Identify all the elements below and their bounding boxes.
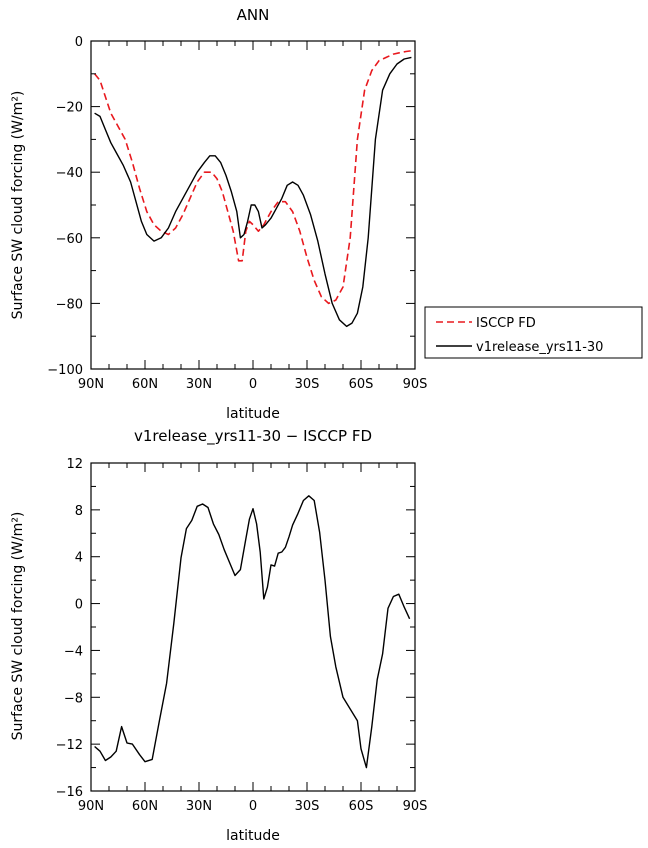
- top-chart-title: ANN: [237, 6, 270, 24]
- top-chart-xlabel: latitude: [226, 406, 280, 422]
- bottom-chart-series-difference: [94, 495, 411, 769]
- legend-box: [424, 306, 643, 359]
- bottom-chart-ytick-label: 4: [75, 551, 83, 566]
- top-chart-xtick-label: 30N: [186, 377, 212, 392]
- bottom-chart-xtick-label: 90S: [403, 799, 428, 814]
- bottom-chart-xtick-label: 30S: [295, 799, 320, 814]
- top-chart-xtick-label: 0: [249, 377, 257, 392]
- top-chart-ytick-label: −20: [56, 101, 83, 116]
- bottom-chart-ytick-label: 12: [66, 457, 83, 472]
- top-chart-ytick-label: −60: [56, 232, 83, 247]
- top-chart-ytick-label: 0: [75, 35, 83, 50]
- top-chart-xtick-label: 30S: [295, 377, 320, 392]
- bottom-chart: v1release_yrs11-30 − ISCCP FD latitude S…: [10, 427, 427, 844]
- bottom-chart-xtick-label: 60S: [349, 799, 374, 814]
- bottom-chart-xtick-label: 0: [249, 799, 257, 814]
- top-chart-ylabel: Surface SW cloud forcing (W/m²): [10, 91, 26, 320]
- top-chart-xtick-label: 90S: [403, 377, 428, 392]
- top-chart-legend: ISCCP FD v1release_yrs11-30: [424, 306, 643, 359]
- top-chart-xtick-label: 60S: [349, 377, 374, 392]
- bottom-chart-xtick-label: 90N: [78, 799, 104, 814]
- legend-label-isccp: ISCCP FD: [476, 316, 536, 331]
- top-chart-frame: [90, 40, 416, 370]
- bottom-chart-ytick-label: 0: [75, 598, 83, 613]
- top-chart-xtick-label: 90N: [78, 377, 104, 392]
- bottom-chart-ytick-label: −8: [64, 691, 83, 706]
- top-chart: ANN latitude Surface SW cloud forcing (W…: [10, 6, 427, 422]
- legend-label-v1release: v1release_yrs11-30: [476, 340, 603, 355]
- top-chart-series-isccp-fd: [93, 50, 412, 305]
- bottom-chart-ytick-label: −16: [56, 785, 83, 800]
- bottom-chart-ytick-label: −12: [56, 738, 83, 753]
- top-chart-ytick-label: −100: [47, 363, 83, 378]
- top-chart-series-v1release-yrs11-30: [94, 56, 412, 328]
- top-chart-ytick-label: −80: [56, 297, 83, 312]
- bottom-chart-ylabel: Surface SW cloud forcing (W/m²): [10, 512, 26, 741]
- bottom-chart-ytick-label: 8: [75, 504, 83, 519]
- top-chart-ytick-label: −40: [56, 166, 83, 181]
- bottom-chart-frame: [90, 462, 416, 792]
- bottom-chart-xlabel: latitude: [226, 828, 280, 844]
- bottom-chart-ytick-label: −4: [64, 644, 83, 659]
- bottom-chart-xtick-label: 60N: [132, 799, 158, 814]
- bottom-chart-title: v1release_yrs11-30 − ISCCP FD: [134, 427, 372, 446]
- top-chart-xtick-label: 60N: [132, 377, 158, 392]
- bottom-chart-xtick-label: 30N: [186, 799, 212, 814]
